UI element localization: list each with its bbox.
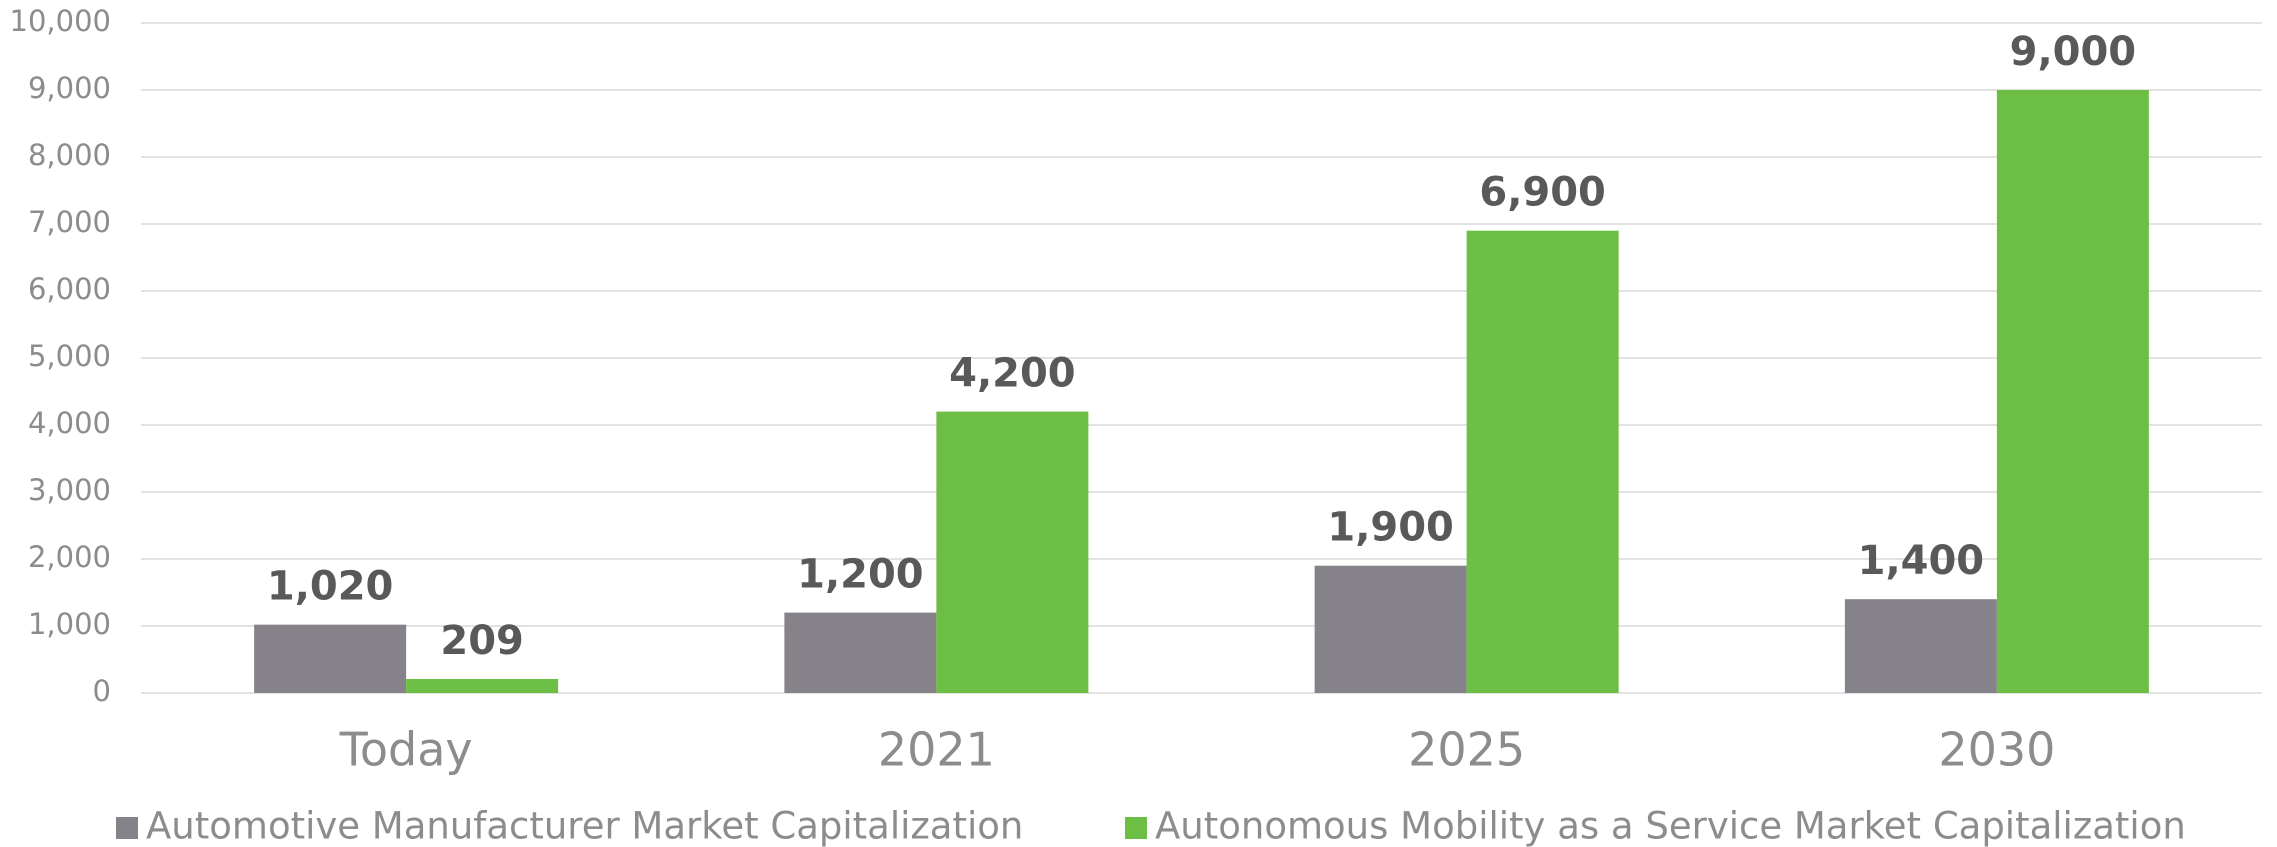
bar bbox=[254, 624, 407, 693]
data-label: 6,900 bbox=[1479, 170, 1606, 216]
y-tick-label: 10,000 bbox=[10, 4, 111, 38]
data-label: 1,200 bbox=[797, 552, 924, 598]
data-label: 9,000 bbox=[2010, 29, 2137, 75]
y-tick-label: 9,000 bbox=[28, 71, 111, 105]
bar bbox=[1844, 599, 1997, 693]
data-label: 1,900 bbox=[1327, 505, 1454, 551]
data-label: 1,400 bbox=[1858, 538, 1985, 584]
bar bbox=[406, 678, 559, 693]
x-tick-label: 2025 bbox=[1408, 723, 1525, 777]
y-tick-label: 1,000 bbox=[28, 607, 111, 641]
legend-label: Automotive Manufacturer Market Capitaliz… bbox=[146, 805, 1023, 847]
bar bbox=[1466, 230, 1619, 693]
legend-label: Autonomous Mobility as a Service Market … bbox=[1155, 805, 2186, 847]
x-tick-label: Today bbox=[339, 723, 473, 777]
bar bbox=[936, 411, 1089, 693]
bar bbox=[1996, 90, 2149, 693]
legend-swatch bbox=[116, 817, 138, 839]
y-tick-label: 8,000 bbox=[28, 138, 111, 172]
y-tick-label: 6,000 bbox=[28, 272, 111, 306]
y-tick-label: 0 bbox=[93, 674, 111, 708]
bar bbox=[1314, 565, 1467, 693]
bar bbox=[784, 612, 937, 693]
y-tick-label: 5,000 bbox=[28, 339, 111, 373]
y-tick-label: 4,000 bbox=[28, 406, 111, 440]
y-tick-label: 7,000 bbox=[28, 205, 111, 239]
data-label: 209 bbox=[440, 618, 524, 664]
x-tick-label: 2030 bbox=[1938, 723, 2055, 777]
y-tick-label: 3,000 bbox=[28, 473, 111, 507]
data-label: 4,200 bbox=[949, 351, 1076, 397]
x-tick-label: 2021 bbox=[878, 723, 995, 777]
data-label: 1,020 bbox=[267, 564, 394, 610]
legend-swatch bbox=[1125, 817, 1147, 839]
y-tick-label: 2,000 bbox=[28, 540, 111, 574]
